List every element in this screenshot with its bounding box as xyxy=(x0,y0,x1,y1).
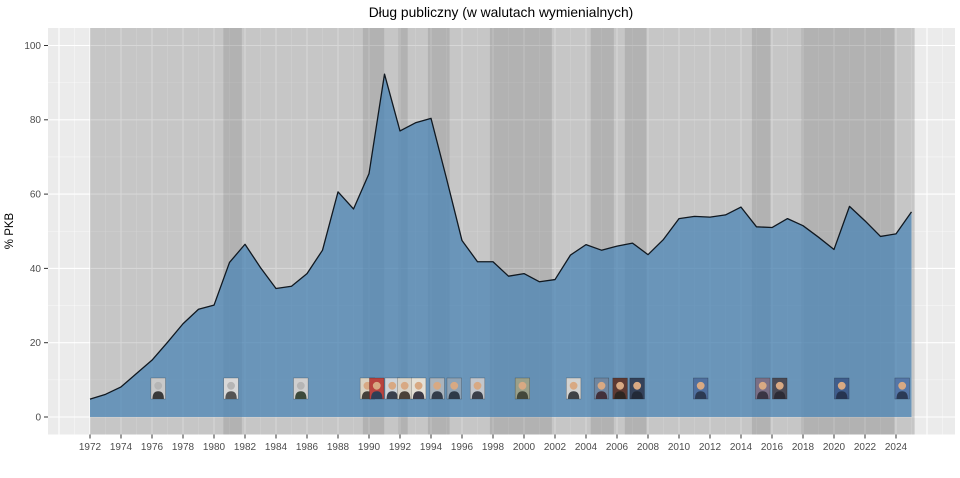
leader-portrait-icon xyxy=(755,377,771,400)
x-tick-label: 1988 xyxy=(327,442,350,453)
x-tick-label: 1972 xyxy=(79,442,102,453)
x-tick-label: 1996 xyxy=(451,442,474,453)
y-tick-label: 0 xyxy=(35,412,41,423)
leader-portrait-icon xyxy=(612,377,628,400)
x-tick-label: 2008 xyxy=(637,442,660,453)
debt-area xyxy=(90,74,912,417)
x-tick-label: 2012 xyxy=(699,442,722,453)
x-tick-label: 1992 xyxy=(389,442,412,453)
y-axis-label: % PKB xyxy=(4,212,16,249)
x-tick-label: 1990 xyxy=(358,442,381,453)
x-tick-label: 1980 xyxy=(203,442,226,453)
leader-portrait-icon xyxy=(446,377,462,400)
y-tick-label: 40 xyxy=(30,264,42,275)
x-tick-label: 2016 xyxy=(761,442,784,453)
era-band xyxy=(613,28,625,435)
x-tick-label: 1994 xyxy=(420,442,443,453)
leader-portrait-icon xyxy=(397,377,413,400)
x-tick-label: 2006 xyxy=(606,442,629,453)
leader-portrait-icon xyxy=(772,377,788,400)
leader-portrait-icon xyxy=(894,377,910,400)
leader-portrait-icon xyxy=(566,377,582,400)
x-tick-label: 1986 xyxy=(296,442,319,453)
chart-layers: 1972 1974 1976 1978 1980 1982 1984 1986 1988 1990… xyxy=(24,28,955,453)
x-tick-label: 2000 xyxy=(513,442,536,453)
leader-portrait-icon xyxy=(150,377,166,400)
x-tick-label: 2020 xyxy=(823,442,846,453)
leader-portrait-icon xyxy=(384,377,400,400)
leader-portrait-icon xyxy=(411,377,427,400)
x-tick-label: 1978 xyxy=(172,442,195,453)
leader-portrait-icon xyxy=(429,377,445,400)
leader-portrait-icon xyxy=(693,377,709,400)
chart-title: Dług publiczny (w walutach wymienialnych… xyxy=(369,5,634,20)
leader-portrait-icon xyxy=(514,377,531,400)
x-tick-label: 2004 xyxy=(575,442,598,453)
x-tick-label: 1974 xyxy=(110,442,133,453)
x-tick-label: 2024 xyxy=(885,442,908,453)
x-tick-label: 2022 xyxy=(854,442,877,453)
x-tick-label: 2014 xyxy=(730,442,753,453)
x-tick-label: 1998 xyxy=(482,442,505,453)
leader-portrait-icon xyxy=(223,377,239,400)
debt-line xyxy=(89,73,913,400)
leader-portrait-icon xyxy=(293,377,309,400)
x-tick-label: 1976 xyxy=(141,442,164,453)
x-tick-label: 2010 xyxy=(668,442,691,453)
x-tick-label: 2018 xyxy=(792,442,815,453)
leader-portrait-icon xyxy=(593,377,610,400)
leader-portrait-icon xyxy=(469,377,486,400)
leader-portrait-icon xyxy=(629,377,645,400)
y-tick-label: 60 xyxy=(30,190,42,201)
y-tick-label: 100 xyxy=(24,41,41,52)
x-tick-label: 1984 xyxy=(265,442,288,453)
y-tick-label: 80 xyxy=(30,115,42,126)
y-tick-label: 20 xyxy=(30,338,42,349)
leader-portrait-icon xyxy=(369,377,385,400)
x-tick-label: 2002 xyxy=(544,442,567,453)
leader-portrait-icon xyxy=(834,377,850,400)
x-tick-label: 1982 xyxy=(234,442,257,453)
